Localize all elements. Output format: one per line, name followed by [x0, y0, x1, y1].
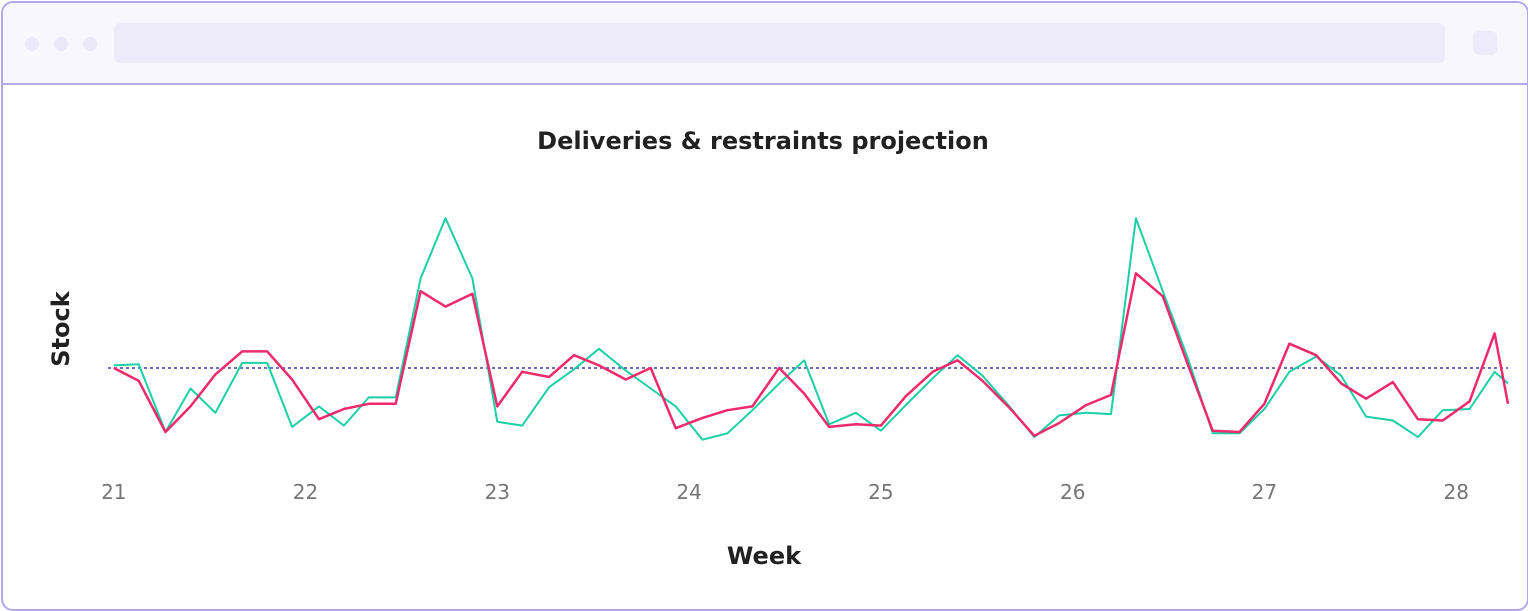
x-tick-label-23: 23 [485, 480, 510, 504]
plot-area [108, 217, 1510, 441]
x-tick-label-26: 26 [1060, 480, 1085, 504]
x-axis-label: Week [727, 542, 802, 570]
chart-title: Deliveries & restraints projection [537, 127, 989, 155]
window-maximize-dot[interactable] [83, 37, 97, 51]
x-tick-label-22: 22 [293, 480, 318, 504]
x-tick-label-24: 24 [676, 480, 701, 504]
address-bar[interactable] [114, 23, 1445, 63]
window-menu-button[interactable] [1473, 31, 1497, 55]
x-tick-label-28: 28 [1443, 480, 1468, 504]
window-minimize-dot[interactable] [54, 37, 68, 51]
window-close-dot[interactable] [25, 37, 39, 51]
x-axis-ticks: 21 22 23 24 25 26 27 28 [101, 480, 1469, 504]
x-tick-label-21: 21 [101, 480, 126, 504]
window-titlebar [3, 3, 1527, 85]
x-tick-label-25: 25 [868, 480, 893, 504]
series-line-pink [113, 272, 1510, 438]
x-tick-label-27: 27 [1252, 480, 1277, 504]
y-axis-label: Stock [47, 290, 75, 366]
series-line-teal [113, 217, 1509, 441]
